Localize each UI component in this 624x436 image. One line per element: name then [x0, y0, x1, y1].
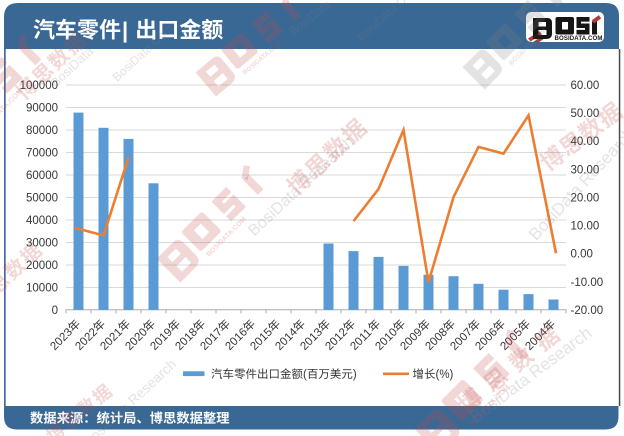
- svg-text:): ): [353, 369, 357, 381]
- svg-text:BosiData Research: BosiData Research: [245, 133, 357, 239]
- svg-text:60000: 60000: [26, 170, 58, 182]
- svg-text:10000: 10000: [26, 282, 58, 294]
- svg-text:2007: 2007: [448, 326, 475, 353]
- svg-text:40000: 40000: [26, 215, 58, 227]
- svg-text:|: |: [122, 18, 134, 43]
- svg-text:-20.00: -20.00: [571, 305, 604, 317]
- svg-text:10.00: 10.00: [571, 221, 600, 233]
- svg-text:50.00: 50.00: [571, 108, 600, 120]
- svg-text:2022: 2022: [73, 326, 100, 353]
- svg-text:BOSIDATA.COM: BOSIDATA.COM: [0, 87, 24, 133]
- svg-text:(: (: [303, 369, 307, 381]
- svg-text:80000: 80000: [26, 125, 58, 137]
- svg-text:50000: 50000: [26, 192, 58, 204]
- svg-text:0.00: 0.00: [571, 249, 593, 261]
- svg-text:BOSIDATA.COM: BOSIDATA.COM: [555, 35, 603, 42]
- svg-text:2012: 2012: [323, 326, 350, 353]
- svg-text:2011: 2011: [348, 327, 374, 353]
- svg-text:90000: 90000: [26, 102, 58, 114]
- svg-text:2019: 2019: [148, 326, 175, 353]
- svg-text:2014: 2014: [273, 326, 300, 353]
- svg-text:2015: 2015: [248, 326, 275, 353]
- svg-text:60.00: 60.00: [571, 80, 600, 92]
- svg-text:30000: 30000: [26, 237, 58, 249]
- svg-text:70000: 70000: [26, 147, 58, 159]
- svg-text:2021: 2021: [98, 326, 125, 353]
- svg-text:2023: 2023: [48, 326, 75, 353]
- svg-text:2008: 2008: [423, 326, 450, 353]
- svg-text:2010: 2010: [373, 326, 400, 353]
- svg-text:-10.00: -10.00: [571, 277, 604, 289]
- svg-text:2006: 2006: [473, 326, 500, 353]
- svg-text:2018: 2018: [173, 326, 200, 353]
- svg-text:2013: 2013: [298, 326, 325, 353]
- svg-text:0: 0: [52, 305, 58, 317]
- svg-text:20000: 20000: [26, 260, 58, 272]
- svg-text:2009: 2009: [398, 326, 425, 353]
- svg-text:20.00: 20.00: [571, 192, 600, 204]
- svg-text:(%): (%): [436, 369, 454, 381]
- svg-text:2017: 2017: [198, 326, 225, 353]
- svg-text:30.00: 30.00: [571, 164, 600, 176]
- svg-text:2020: 2020: [123, 326, 150, 353]
- svg-text:2016: 2016: [223, 326, 250, 353]
